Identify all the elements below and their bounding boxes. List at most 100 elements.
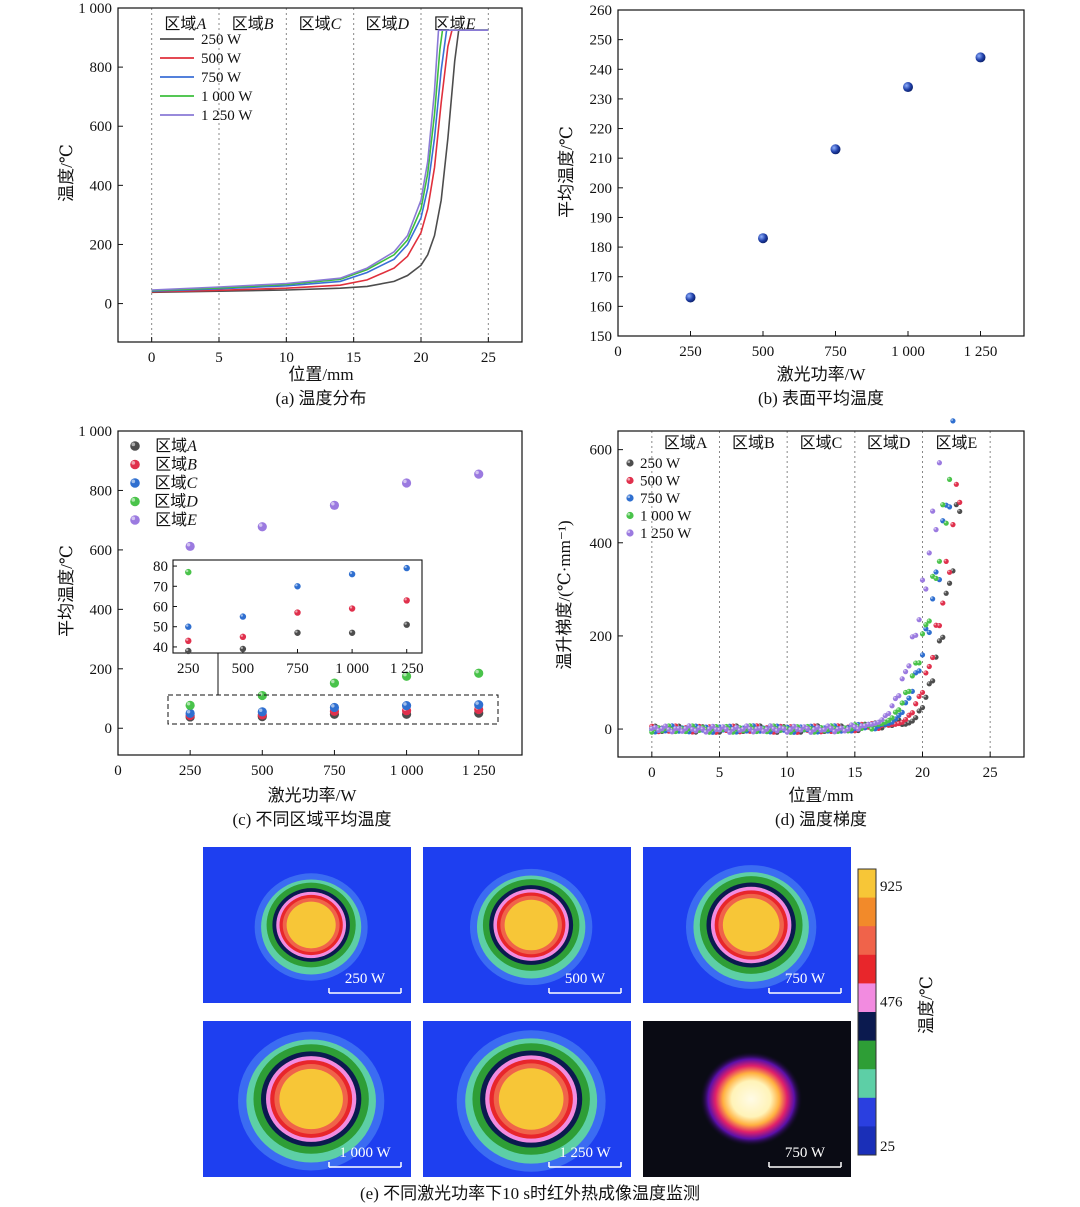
gradient-point-highlight xyxy=(697,725,700,728)
gradient-point-highlight xyxy=(900,676,903,679)
legend-marker xyxy=(130,441,140,451)
gradient-point-highlight xyxy=(812,727,815,730)
gradient-point xyxy=(919,689,926,696)
data-point-highlight xyxy=(186,542,191,547)
x-axis-label: 位置/mm xyxy=(288,365,353,384)
legend-marker xyxy=(130,459,140,470)
gradient-point-highlight xyxy=(927,664,930,667)
gradient-point-highlight xyxy=(907,663,910,666)
gradient-point-highlight xyxy=(957,509,960,512)
x-axis-label: 激光功率/W xyxy=(777,365,867,384)
gradient-point xyxy=(930,678,936,684)
legend-marker xyxy=(626,459,634,467)
chart-b: 0 250 500 750 1 000 1 250 150 160 170 180 190 200 21… xyxy=(557,3,1025,408)
legend-label: 1 000 W xyxy=(640,509,692,525)
gradient-point-highlight xyxy=(893,710,896,713)
inset-point-highlight xyxy=(185,648,189,652)
gradient-point-highlight xyxy=(923,622,926,625)
gradient-point-highlight xyxy=(920,705,923,708)
data-point xyxy=(474,668,484,678)
gradient-point-highlight xyxy=(724,727,727,730)
gradient-point-highlight xyxy=(954,502,957,505)
gradient-point xyxy=(913,715,919,721)
region-label: 区域A xyxy=(664,434,708,452)
series-line xyxy=(151,29,489,294)
region-prefix: 区域 xyxy=(366,15,398,33)
region-letter: B xyxy=(187,457,197,474)
gradient-point-highlight xyxy=(859,724,862,726)
x-axis-label: 位置/mm xyxy=(788,786,853,805)
gradient-point-highlight xyxy=(876,720,879,723)
inset-point-highlight xyxy=(349,571,353,575)
caption-c: (c) 不同区域平均温度 xyxy=(232,810,391,829)
inset-x-tick-label: 1 250 xyxy=(390,661,424,677)
gradient-point-highlight xyxy=(937,460,940,463)
gradient-point xyxy=(913,701,919,707)
inset-x-tick-label: 500 xyxy=(232,661,255,677)
gradient-point-highlight xyxy=(913,661,916,664)
inset-chart: 40 50 60 70 80 250 500 750 1 000 1 250 xyxy=(153,559,499,725)
inset-point-highlight xyxy=(349,606,353,609)
y-tick-label: 220 xyxy=(590,122,613,138)
gradient-point-highlight xyxy=(907,713,910,716)
colorbar-segment xyxy=(858,1040,876,1070)
chart-c: 0 250 500 750 1 000 1 250 0 200 400 600 800 1 000 区… xyxy=(57,424,523,829)
gradient-point xyxy=(879,717,885,723)
gradient-point-highlight xyxy=(649,726,652,729)
gradient-point-highlight xyxy=(839,726,842,729)
gradient-point-highlight xyxy=(900,701,903,704)
data-point xyxy=(903,82,913,93)
inset-point-highlight xyxy=(185,624,189,627)
plot-frame xyxy=(117,7,523,343)
y-tick-label: 200 xyxy=(590,629,613,645)
gradient-point-highlight xyxy=(714,727,717,730)
gradient-point-highlight xyxy=(677,726,679,729)
power-label: 1 250 W xyxy=(559,1145,611,1161)
caption-a: (a) 温度分布 xyxy=(275,389,366,408)
gradient-point xyxy=(926,550,932,556)
gradient-point-highlight xyxy=(829,726,832,729)
power-label: 1 000 W xyxy=(339,1145,391,1161)
gradient-point-highlight xyxy=(947,570,950,573)
plot-frame xyxy=(617,9,1025,337)
inset-frame xyxy=(172,559,423,654)
data-point xyxy=(474,700,484,710)
gradient-point xyxy=(936,460,943,466)
gradient-point-highlight xyxy=(937,559,940,562)
colorbar-segment xyxy=(858,869,876,899)
gradient-point xyxy=(899,700,905,706)
scatter-points xyxy=(185,469,484,722)
gradient-point-highlight xyxy=(785,730,788,733)
thermal-images: 250 W 500 W 750 W 1 000 W 1 250 W 750 W xyxy=(203,847,851,1177)
x-tick-label: 25 xyxy=(983,765,998,781)
data-point xyxy=(257,690,267,701)
data-point xyxy=(329,702,340,713)
region-prefix: 区域 xyxy=(155,511,187,529)
gradient-point-highlight xyxy=(758,726,761,729)
gradient-point-highlight xyxy=(822,727,825,730)
gradient-point xyxy=(930,654,936,661)
gradient-point xyxy=(946,569,953,575)
gradient-point-highlight xyxy=(923,587,926,590)
region-letter: A xyxy=(195,16,206,33)
inset-point-highlight xyxy=(185,638,189,641)
legend-label: 500 W xyxy=(640,474,681,490)
gradient-point-highlight xyxy=(778,725,781,728)
gradient-point-highlight xyxy=(737,728,740,731)
x-tick-label: 20 xyxy=(915,765,930,781)
gradient-point-highlight xyxy=(896,693,899,696)
data-point xyxy=(758,233,768,244)
gradient-point-highlight xyxy=(910,710,913,713)
hot-spot xyxy=(699,1051,803,1147)
gradient-point xyxy=(916,693,922,700)
gradient-point-highlight xyxy=(670,729,673,732)
inset-point-highlight xyxy=(295,630,298,633)
region-prefix: 区域 xyxy=(154,493,186,511)
gradient-point-highlight xyxy=(930,574,933,577)
gradient-point xyxy=(953,481,959,487)
gradient-point xyxy=(936,558,943,564)
gradient-point-highlight xyxy=(903,669,906,672)
inset-point xyxy=(239,613,247,620)
gradient-point-highlight xyxy=(866,722,869,725)
isotherm-ring xyxy=(286,901,336,949)
